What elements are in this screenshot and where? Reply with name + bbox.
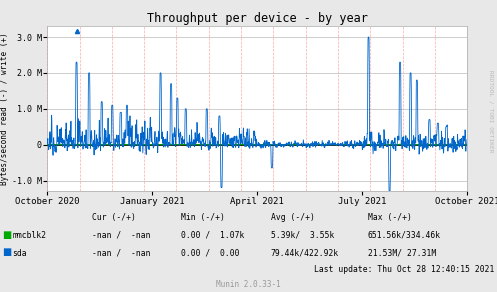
- Text: 21.53M/ 27.31M: 21.53M/ 27.31M: [368, 248, 436, 258]
- Text: Avg (-/+): Avg (-/+): [271, 213, 315, 223]
- Text: ■: ■: [2, 248, 12, 258]
- Text: 651.56k/334.46k: 651.56k/334.46k: [368, 231, 441, 240]
- Text: sda: sda: [12, 248, 27, 258]
- Text: ■: ■: [2, 230, 12, 240]
- Text: RRDTOOL / TOBI OETIKER: RRDTOOL / TOBI OETIKER: [489, 70, 494, 152]
- Text: Min (-/+): Min (-/+): [181, 213, 225, 223]
- Text: -nan /  -nan: -nan / -nan: [92, 231, 151, 240]
- Text: -nan /  -nan: -nan / -nan: [92, 248, 151, 258]
- Text: Max (-/+): Max (-/+): [368, 213, 412, 223]
- Text: Munin 2.0.33-1: Munin 2.0.33-1: [216, 280, 281, 289]
- Title: Throughput per device - by year: Throughput per device - by year: [147, 12, 368, 25]
- Text: 5.39k/  3.55k: 5.39k/ 3.55k: [271, 231, 334, 240]
- Text: Cur (-/+): Cur (-/+): [92, 213, 136, 223]
- Text: 79.44k/422.92k: 79.44k/422.92k: [271, 248, 339, 258]
- Y-axis label: Bytes/second read (-) / write (+): Bytes/second read (-) / write (+): [0, 32, 9, 185]
- Text: 0.00 /  1.07k: 0.00 / 1.07k: [181, 231, 245, 240]
- Text: 0.00 /  0.00: 0.00 / 0.00: [181, 248, 240, 258]
- Text: mmcblk2: mmcblk2: [12, 231, 47, 240]
- Text: Last update: Thu Oct 28 12:40:15 2021: Last update: Thu Oct 28 12:40:15 2021: [314, 265, 495, 274]
